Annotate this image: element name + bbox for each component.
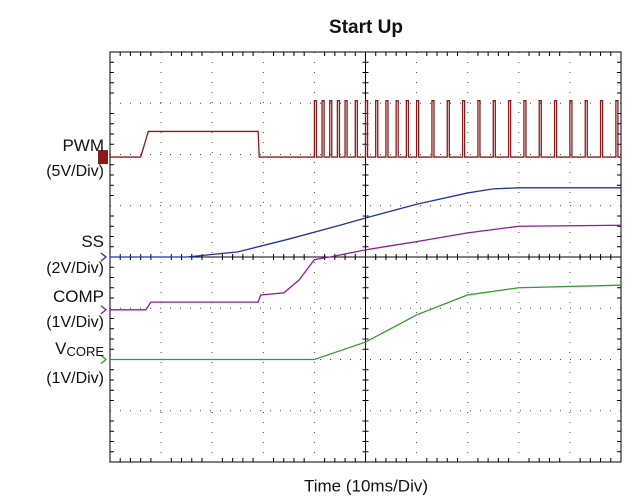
channel-name: SS: [81, 232, 104, 251]
channel-scale: (1V/Div): [46, 314, 104, 331]
trace: [110, 100, 621, 158]
channel-name-text: COMP: [53, 287, 104, 306]
trace: [110, 284, 622, 361]
channel-name: PWM: [62, 136, 104, 155]
trace: [110, 224, 622, 311]
channel-name: COMP: [53, 287, 104, 306]
channel-scale: (1V/Div): [46, 370, 104, 387]
channel-scale: (5V/Div): [46, 163, 104, 180]
channel-name-text: SS: [81, 232, 104, 251]
channel-marker: [100, 252, 108, 262]
channel-marker: [100, 354, 108, 365]
chart-title: Start Up: [329, 17, 403, 38]
channel-name: VCORE: [55, 339, 104, 359]
channel-scale: (2V/Div): [46, 260, 104, 277]
channel-name-subscript: CORE: [66, 344, 104, 359]
channel-name-text: V: [55, 339, 67, 358]
x-axis-label: Time (10ms/Div): [304, 476, 428, 495]
channel-marker: [100, 305, 108, 315]
channel-name-text: PWM: [62, 136, 104, 155]
channel-marker: [98, 150, 108, 165]
trace: [110, 187, 621, 258]
